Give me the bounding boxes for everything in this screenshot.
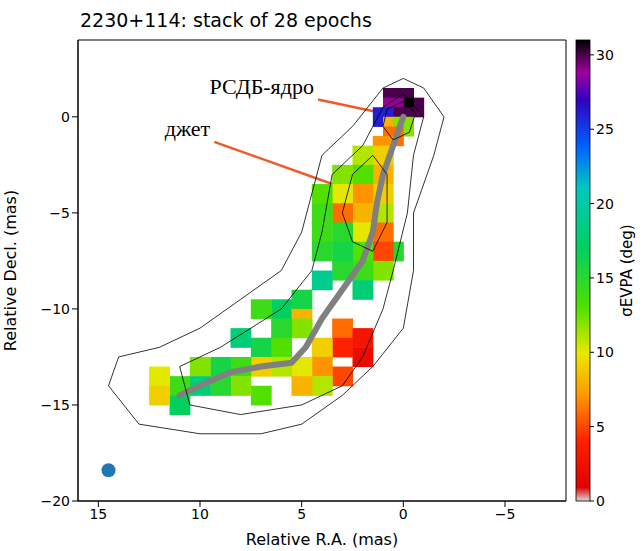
svg-text:джет: джет — [165, 116, 211, 141]
svg-text:−5: −5 — [49, 205, 70, 221]
svg-text:Relative R.A. (mas): Relative R.A. (mas) — [246, 530, 398, 549]
svg-text:2230+114: stack of 28 epochs: 2230+114: stack of 28 epochs — [80, 9, 372, 31]
svg-text:10: 10 — [596, 344, 614, 360]
svg-text:РСДБ-ядро: РСДБ-ядро — [210, 74, 314, 99]
svg-text:30: 30 — [596, 47, 614, 63]
svg-text:−15: −15 — [40, 397, 70, 413]
svg-text:5: 5 — [596, 419, 605, 435]
svg-text:Relative Decl. (mas): Relative Decl. (mas) — [1, 190, 20, 351]
svg-text:−20: −20 — [40, 493, 70, 509]
svg-text:−10: −10 — [40, 301, 70, 317]
svg-text:10: 10 — [191, 506, 209, 522]
svg-text:−5: −5 — [495, 506, 516, 522]
svg-text:15: 15 — [596, 270, 614, 286]
svg-text:0: 0 — [399, 506, 408, 522]
svg-text:15: 15 — [89, 506, 107, 522]
svg-text:25: 25 — [596, 121, 614, 137]
svg-text:0: 0 — [596, 493, 605, 509]
svg-text:20: 20 — [596, 196, 614, 212]
svg-text:5: 5 — [297, 506, 306, 522]
svg-text:σEVPA (deg): σEVPA (deg) — [618, 224, 636, 316]
svg-text:0: 0 — [61, 109, 70, 125]
